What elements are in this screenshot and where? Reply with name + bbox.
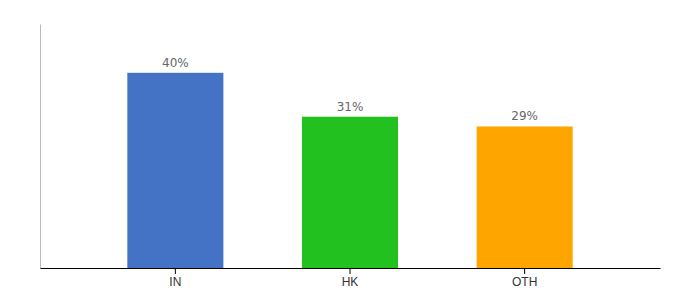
chart-container: IN HK OTH 40% 31% 29% (0, 0, 680, 300)
y-axis (40, 25, 41, 269)
data-labels: 40% 31% 29% (162, 56, 538, 124)
x-tick-label: IN (169, 275, 181, 289)
y-axis-line (40, 25, 41, 269)
x-tick-mark (524, 268, 525, 274)
x-tick: OTH (512, 268, 537, 289)
bar (477, 126, 573, 268)
x-tick-label: OTH (512, 275, 537, 289)
x-axis: IN HK OTH (41, 268, 661, 289)
bar (302, 117, 398, 268)
data-label: 31% (337, 100, 364, 114)
x-tick-label: HK (342, 275, 359, 289)
x-tick-mark (350, 268, 351, 274)
data-label: 40% (162, 56, 189, 70)
x-tick: HK (342, 268, 359, 289)
data-label: 29% (511, 109, 538, 123)
bar (127, 73, 223, 268)
chart-svg: IN HK OTH 40% 31% 29% (0, 0, 680, 300)
bars (127, 73, 572, 268)
x-tick: IN (169, 268, 181, 289)
plot-area: IN HK OTH 40% 31% 29% (41, 25, 661, 289)
x-tick-mark (175, 268, 176, 274)
